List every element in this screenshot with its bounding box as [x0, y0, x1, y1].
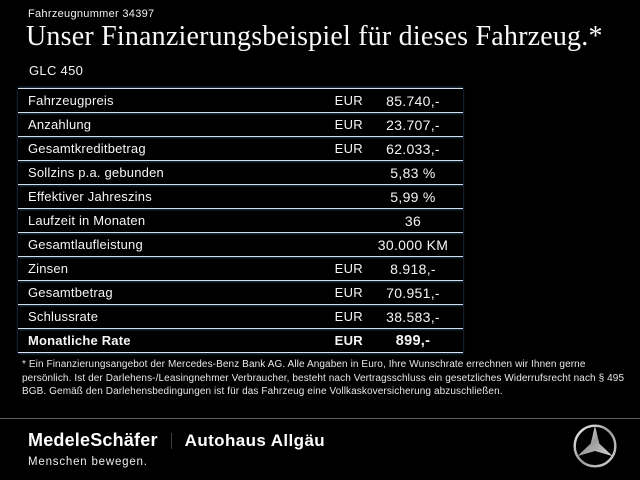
row-currency: EUR: [334, 309, 363, 324]
dealer-logo-autohaus-allgaeu: Autohaus Allgäu: [184, 430, 326, 450]
page-title: Unser Finanzierungsbeispiel für dieses F…: [26, 21, 603, 52]
mercedes-star-icon: [572, 423, 618, 469]
finance-table-row: Effektiver Jahreszins 5,99 %: [18, 185, 463, 209]
footnote-line-2: persönlich. Ist der Darlehens-/Leasingne…: [22, 372, 596, 384]
row-value: 85.740,-: [386, 92, 440, 109]
finance-table-row: Monatliche Rate EUR 899,-: [18, 329, 463, 353]
row-label: Fahrzeugpreis: [28, 93, 114, 108]
row-value: 62.033,-: [386, 140, 440, 157]
row-label: Zinsen: [28, 261, 69, 276]
row-label: Sollzins p.a. gebunden: [28, 165, 164, 180]
footnote: * Ein Finanzierungsangebot der Mercedes-…: [22, 358, 626, 399]
row-label: Anzahlung: [28, 117, 92, 132]
dealer-slogan: Menschen bewegen.: [28, 456, 148, 468]
finance-table-row: Gesamtbetrag EUR 70.951,-: [18, 281, 463, 305]
row-label: Gesamtkreditbetrag: [28, 141, 146, 156]
row-label: Schlussrate: [28, 309, 99, 324]
footnote-line-1: * Ein Finanzierungsangebot der Mercedes-…: [22, 359, 586, 370]
dealer-logo-medele-schaefer: MedeleSchäfer: [28, 430, 158, 450]
row-label: Monatliche Rate: [28, 333, 131, 348]
row-label: Effektiver Jahreszins: [28, 189, 152, 204]
row-currency: EUR: [334, 117, 363, 132]
row-value: 5,99 %: [390, 188, 436, 205]
row-value: 30.000 KM: [377, 236, 449, 253]
finance-table-row: Sollzins p.a. gebunden 5,83 %: [18, 161, 463, 185]
row-value: 899,-: [395, 332, 431, 349]
finance-table-row: Gesamtlaufleistung 30.000 KM: [18, 233, 463, 257]
row-value: 70.951,-: [386, 284, 440, 301]
finance-table-row: Gesamtkreditbetrag EUR 62.033,-: [18, 137, 463, 161]
footnote-line-3: § 495 BGB. Gemäß den Darlehensbedingunge…: [22, 372, 625, 398]
row-label: Laufzeit in Monaten: [28, 213, 146, 228]
row-currency: EUR: [334, 333, 363, 348]
content-area: Fahrzeugnummer 34397 Unser Finanzierungs…: [18, 8, 626, 399]
row-value: 36: [404, 212, 422, 229]
row-label: Gesamtbetrag: [28, 285, 113, 300]
row-value: 8.918,-: [390, 260, 436, 277]
row-currency: EUR: [334, 141, 363, 156]
row-value: 23.707,-: [386, 116, 440, 133]
finance-table-row: Zinsen EUR 8.918,-: [18, 257, 463, 281]
row-value: 5,83 %: [390, 164, 436, 181]
finance-table-row: Laufzeit in Monaten 36: [18, 209, 463, 233]
row-currency: EUR: [334, 93, 363, 108]
footer: MedeleSchäfer Autohaus Allgäu Menschen b…: [0, 418, 640, 480]
dealer-logos: MedeleSchäfer Autohaus Allgäu: [28, 430, 325, 451]
finance-table-row: Fahrzeugpreis EUR 85.740,-: [18, 89, 463, 113]
vehicle-number: Fahrzeugnummer 34397: [28, 8, 155, 20]
finance-table-row: Anzahlung EUR 23.707,-: [18, 113, 463, 137]
row-currency: EUR: [334, 261, 363, 276]
row-currency: EUR: [334, 285, 363, 300]
vehicle-model: GLC 450: [29, 63, 84, 78]
row-value: 38.583,-: [386, 308, 440, 325]
finance-table: Fahrzeugpreis EUR 85.740,- Anzahlung EUR…: [18, 88, 463, 353]
finance-table-row: Schlussrate EUR 38.583,-: [18, 305, 463, 329]
dealer-logo-divider: [170, 432, 172, 449]
row-label: Gesamtlaufleistung: [28, 237, 143, 252]
